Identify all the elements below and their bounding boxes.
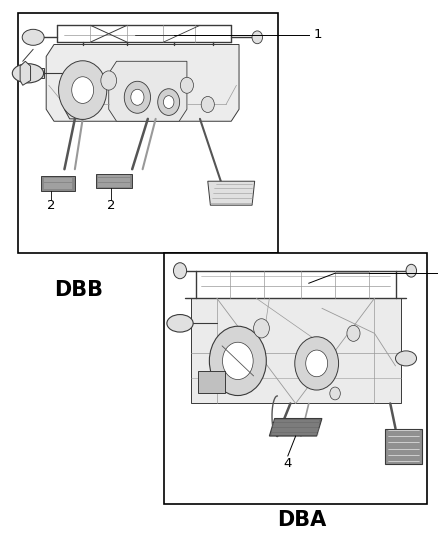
Circle shape [101, 71, 117, 90]
Polygon shape [109, 61, 187, 122]
Polygon shape [46, 45, 239, 122]
Polygon shape [191, 298, 401, 403]
Bar [18, 13, 278, 253]
Circle shape [347, 325, 360, 341]
Ellipse shape [167, 314, 193, 332]
Circle shape [131, 89, 144, 106]
Circle shape [163, 95, 174, 109]
Polygon shape [64, 85, 91, 119]
Circle shape [201, 96, 214, 112]
Text: 1: 1 [313, 28, 321, 42]
Circle shape [223, 342, 253, 379]
Text: DBB: DBB [54, 280, 103, 301]
Circle shape [59, 61, 107, 119]
Polygon shape [269, 418, 322, 436]
Circle shape [306, 350, 328, 377]
Circle shape [406, 264, 417, 277]
Text: 2: 2 [47, 199, 56, 212]
Bar [164, 253, 427, 504]
Ellipse shape [12, 63, 43, 83]
Polygon shape [20, 61, 31, 85]
Circle shape [173, 263, 187, 279]
Polygon shape [208, 181, 254, 205]
Ellipse shape [396, 351, 417, 366]
Polygon shape [385, 429, 422, 464]
Circle shape [254, 319, 269, 338]
Polygon shape [95, 174, 132, 188]
Polygon shape [41, 176, 75, 191]
Ellipse shape [22, 29, 44, 45]
Circle shape [252, 31, 262, 44]
Circle shape [295, 337, 339, 390]
Circle shape [72, 77, 94, 103]
Circle shape [330, 387, 340, 400]
Bar [28, 69, 43, 78]
Text: DBA: DBA [278, 510, 327, 530]
Bar [198, 371, 225, 393]
Text: 4: 4 [283, 457, 292, 470]
Text: 2: 2 [107, 199, 116, 212]
Bar [172, 318, 191, 328]
Circle shape [158, 88, 180, 116]
Circle shape [180, 77, 194, 93]
Circle shape [124, 81, 151, 114]
Circle shape [209, 326, 266, 395]
